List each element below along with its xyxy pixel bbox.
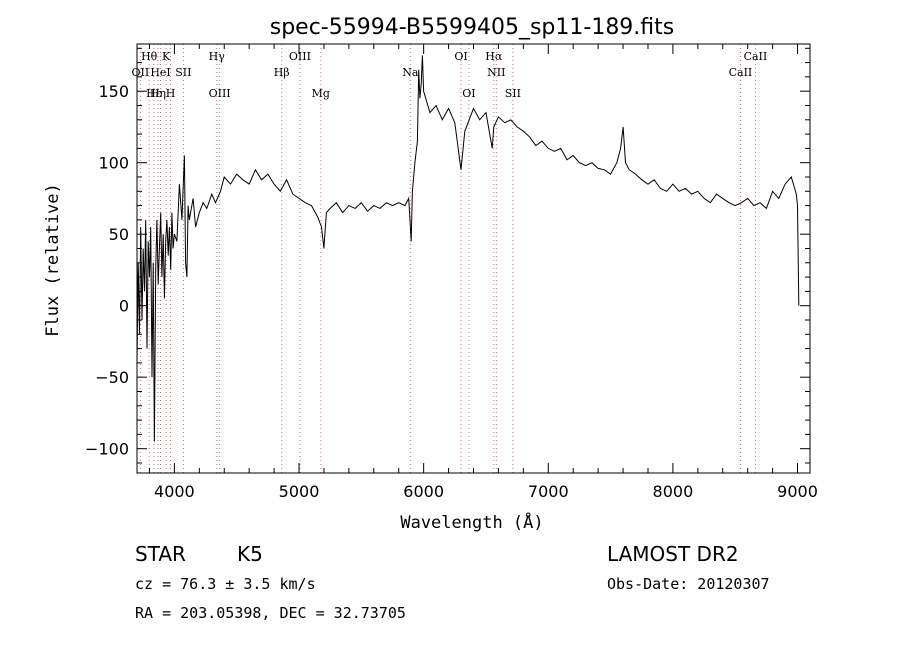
x-tick-label: 8000 [653,482,694,501]
y-tick-label: 0 [119,297,129,316]
line-marker-label: Hβ [274,66,290,79]
line-marker-label: K [162,50,171,63]
line-marker-label: OIII [289,50,311,63]
line-marker-label: Hθ [141,50,158,63]
line-marker-label: SII [175,66,191,79]
y-tick-label: −50 [95,368,129,387]
line-marker-label: Mg [312,87,330,100]
y-tick-label: −100 [85,440,129,459]
x-tick-label: 4000 [154,482,195,501]
series-line [136,55,800,442]
redshift-velocity: cz = 76.3 ± 3.5 km/s [135,575,316,593]
x-tick-label: 7000 [528,482,569,501]
line-marker-label: CaII [729,66,753,79]
object-class: STAR [135,542,186,566]
observation-date: Obs-Date: 20120307 [607,575,770,593]
line-marker-label: OIII [209,87,231,100]
line-marker-label: SII [505,87,521,100]
x-tick-label: 9000 [777,482,818,501]
line-marker-label: HeI [150,66,170,79]
line-marker-label: NII [487,66,505,79]
y-axis-label: Flux (relative) [43,183,63,337]
line-marker-label: OI [454,50,467,63]
line-marker-label: Hγ [209,50,226,63]
line-marker-label: Hα [485,50,503,63]
y-tick-label: 50 [109,225,129,244]
x-axis-label: Wavelength (Å) [400,511,543,533]
survey-name: LAMOST DR2 [607,542,739,566]
y-tick-label: 150 [98,82,129,101]
coordinates: RA = 203.05398, DEC = 32.73705 [135,604,406,622]
x-tick-label: 6000 [403,482,444,501]
line-marker-label: OI [462,87,475,100]
line-marker-label: CaII [744,50,768,63]
chart-title: spec-55994-B5599405_sp11-189.fits [270,15,675,40]
object-subclass: K5 [237,542,263,566]
y-tick-label: 100 [98,154,129,173]
line-marker-label: H [166,87,176,100]
x-tick-label: 5000 [279,482,320,501]
line-marker-label: Hη [150,87,166,100]
line-marker-label: OII [132,66,150,79]
line-marker-label: Na [402,66,419,79]
